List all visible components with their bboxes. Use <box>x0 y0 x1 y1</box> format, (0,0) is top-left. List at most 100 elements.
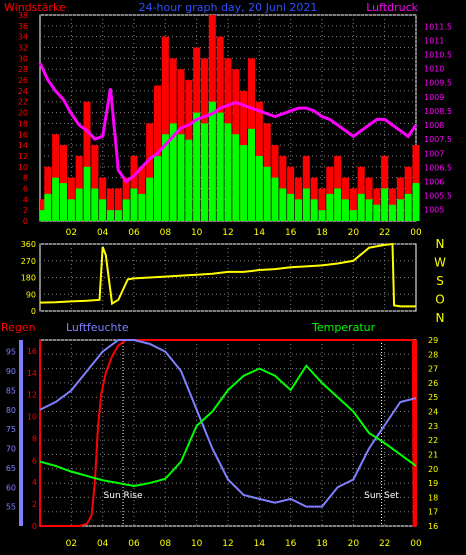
y-tick-label-pressure: 1010 <box>424 65 444 74</box>
direction-label: W <box>434 256 446 270</box>
x-tick-label: 16 <box>285 539 297 549</box>
x-tick-label: 10 <box>191 228 203 238</box>
wind-bar <box>146 177 154 221</box>
wind-axis-label: Windstärke <box>4 1 66 14</box>
y-tick-label-wind: 8 <box>23 174 28 183</box>
y-tick-label-rain: 14 <box>27 369 37 378</box>
wind-bar <box>404 193 412 221</box>
pressure-line <box>38 62 418 184</box>
wind-bar <box>44 193 52 221</box>
y-tick-label-wind: 14 <box>18 141 28 150</box>
y-tick-label-direction: 270 <box>21 257 36 266</box>
y-tick-label-pressure: 1008.5 <box>424 107 452 116</box>
y-tick-label-wind: 20 <box>18 109 28 118</box>
y-tick-label-rain: 4 <box>32 478 37 487</box>
x-tick-label: 20 <box>348 539 360 549</box>
wind-bar <box>381 188 389 221</box>
wind-bar <box>161 134 169 221</box>
wind-bar <box>412 183 420 221</box>
y-tick-label-wind: 24 <box>18 87 28 96</box>
x-tick-label: 12 <box>222 539 233 549</box>
y-tick-label-rain: 6 <box>32 456 37 465</box>
y-tick-label-rain: 8 <box>32 434 37 443</box>
sunrise-label: Sun Rise <box>104 491 143 501</box>
wind-bar <box>224 123 232 221</box>
wind-bar <box>388 204 397 221</box>
y-tick-label-rain: 2 <box>32 500 37 509</box>
y-tick-label-rain: 12 <box>27 391 37 400</box>
pressure-axis-label: Luftdruck <box>366 1 418 14</box>
y-tick-label-humidity: 80 <box>6 406 16 415</box>
y-tick-label-wind: 34 <box>18 33 28 42</box>
x-tick-label: 18 <box>316 228 328 238</box>
x-tick-label: 22 <box>379 539 390 549</box>
gust-bar <box>146 123 154 221</box>
x-tick-label: 06 <box>128 228 140 238</box>
y-tick-label-temperature: 20 <box>428 465 438 474</box>
y-tick-label-wind: 22 <box>18 98 28 107</box>
wind-bar <box>193 112 201 221</box>
gust-bar <box>83 101 91 221</box>
y-tick-label-direction: 360 <box>21 240 36 249</box>
y-tick-label-pressure: 1011 <box>424 36 444 45</box>
y-tick-label-pressure: 1010.5 <box>424 51 452 60</box>
wind-direction-line <box>39 242 416 308</box>
gust-bar <box>349 188 357 221</box>
wind-bar <box>247 128 256 221</box>
y-tick-label-wind: 32 <box>18 44 28 53</box>
wind-bar <box>208 101 216 221</box>
wind-bar <box>177 134 185 221</box>
y-tick-label-wind: 26 <box>18 76 28 85</box>
x-tick-label: 18 <box>316 539 328 549</box>
y-tick-label-humidity: 70 <box>6 445 16 454</box>
wind-bar <box>153 155 162 221</box>
wind-bar <box>263 166 271 221</box>
wind-bar <box>294 199 303 221</box>
x-tick-label: 04 <box>97 539 109 549</box>
x-tick-label: 14 <box>254 228 266 238</box>
x-tick-label: 00 <box>410 539 422 549</box>
wind-bar <box>106 210 115 221</box>
y-tick-label-humidity: 95 <box>6 348 16 357</box>
gust-bar <box>114 188 122 221</box>
y-tick-label-pressure: 1009.5 <box>424 79 452 88</box>
temperature-line <box>39 364 417 487</box>
y-tick-label-pressure: 1005 <box>424 206 444 215</box>
wind-bar <box>365 199 373 221</box>
wind-bar <box>169 123 177 221</box>
wind-bar <box>255 155 263 221</box>
temperature-axis-label: Temperatur <box>311 321 376 334</box>
sunset-label: Sun Set <box>364 491 399 501</box>
y-tick-label-temperature: 23 <box>428 422 438 431</box>
wind-bar <box>91 188 99 221</box>
x-tick-label: 04 <box>97 228 109 238</box>
wind-bar <box>279 188 287 221</box>
y-tick-label-rain: 16 <box>27 347 37 356</box>
wind-bar <box>99 199 107 221</box>
y-tick-label-humidity: 55 <box>6 503 16 512</box>
y-tick-label-wind: 6 <box>23 184 28 193</box>
y-tick-label-humidity: 90 <box>6 367 16 376</box>
wind-bar <box>52 177 60 221</box>
direction-label: S <box>436 274 444 288</box>
wind-bar <box>240 145 248 221</box>
wind-bar <box>200 123 209 221</box>
y-tick-label-temperature: 21 <box>428 450 438 459</box>
x-tick-label: 08 <box>160 228 172 238</box>
y-tick-label-wind: 38 <box>18 11 28 20</box>
y-tick-label-humidity: 65 <box>6 464 16 473</box>
y-tick-label-wind: 10 <box>18 163 28 172</box>
wind-bar <box>318 210 326 221</box>
chart-title: 24-hour graph day, 20 Juni 2021 <box>139 1 318 14</box>
x-tick-label: 14 <box>254 539 266 549</box>
rain-axis-label: Regen <box>1 321 36 334</box>
y-tick-label-wind: 2 <box>23 206 28 215</box>
y-tick-label-pressure: 1007.5 <box>424 135 452 144</box>
y-tick-label-temperature: 27 <box>428 365 438 374</box>
y-tick-label-wind: 18 <box>18 119 28 128</box>
y-tick-label-wind: 0 <box>23 217 28 226</box>
y-tick-label-temperature: 25 <box>428 393 438 402</box>
